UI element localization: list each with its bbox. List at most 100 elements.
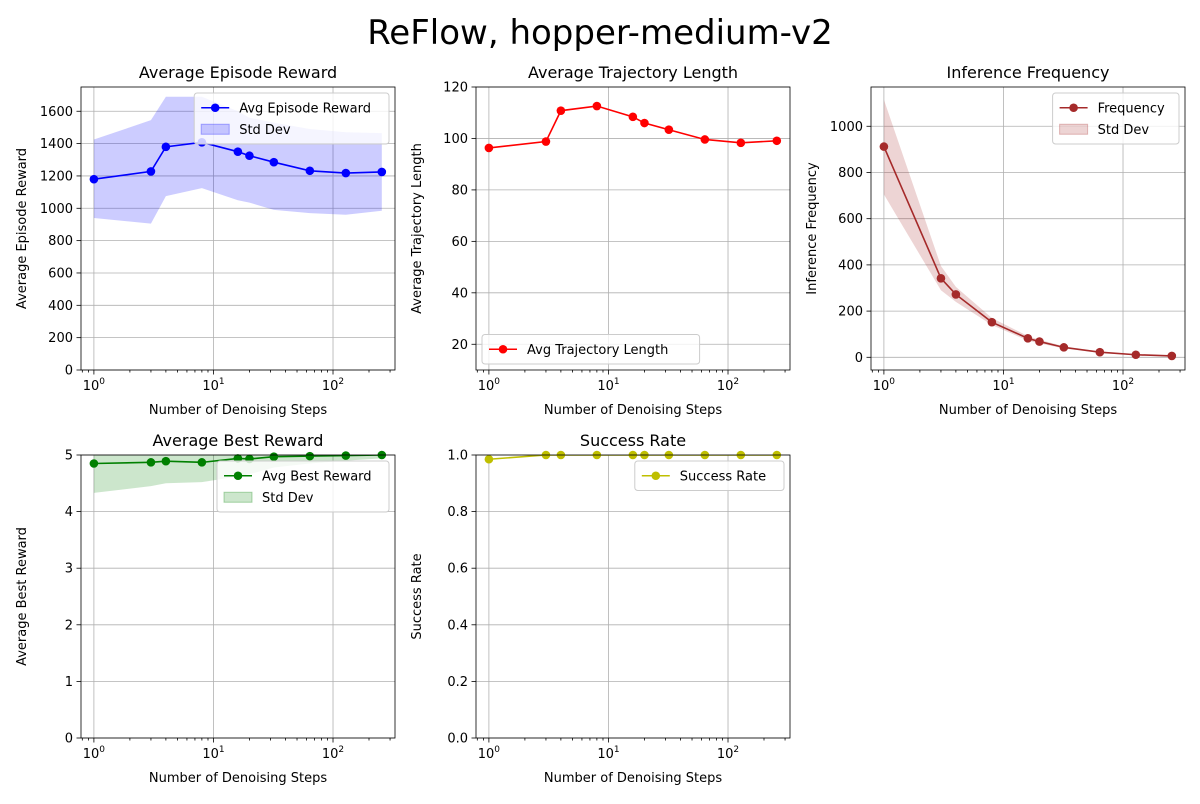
x-tick-label: 101 <box>202 745 224 762</box>
y-tick-label: 120 <box>443 81 468 96</box>
x-tick-label: 102 <box>1112 377 1134 394</box>
data-point <box>89 459 99 468</box>
y-axis-label: Average Trajectory Length <box>410 143 425 314</box>
data-point <box>484 454 494 464</box>
y-tick-label: 0.4 <box>447 618 468 633</box>
y-tick-label: 1.0 <box>447 449 468 464</box>
data-point <box>556 106 566 115</box>
y-tick-label: 0 <box>65 364 73 379</box>
subplot-success: 100 101 102 0.0 0.2 0.4 0.6 0.8 1.0 Success Rate N… <box>410 431 791 786</box>
y-tick-label: 800 <box>48 234 73 249</box>
y-tick-label: 600 <box>48 266 73 281</box>
y-tick-label: 1000 <box>40 202 73 217</box>
subplot-title: Average Best Reward <box>153 431 324 450</box>
data-point <box>1131 350 1141 360</box>
data-point <box>541 137 551 146</box>
legend: Success Rate <box>634 460 785 491</box>
plot-area-reward <box>93 96 382 224</box>
legend: Avg Best Reward Std Dev <box>216 460 390 513</box>
data-point <box>484 143 494 153</box>
y-tick-label: 400 <box>48 299 73 314</box>
subplots: 100 101 10202004006008001000120014001600Av… <box>15 63 1186 786</box>
data-point <box>951 290 961 299</box>
y-tick-label: 60 <box>451 235 468 250</box>
x-axis-label: Number of Denoising Steps <box>149 771 327 786</box>
y-tick-label: 0.0 <box>447 732 468 747</box>
data-point <box>628 112 638 122</box>
y-tick-label: 600 <box>838 212 863 227</box>
data-point <box>305 166 315 176</box>
subplot-best: 100 101 102 0 1 2 3 4 5 Average Best Reward Number… <box>15 431 396 786</box>
y-tick-label: 0 <box>65 732 73 747</box>
legend-marker <box>233 471 243 481</box>
data-point <box>161 142 171 152</box>
legend-label: Avg Episode Reward <box>239 101 371 116</box>
x-tick-label: 101 <box>202 377 224 394</box>
data-point <box>879 142 889 151</box>
x-tick-label: 100 <box>83 377 106 394</box>
data-point <box>197 458 207 467</box>
legend: Avg Trajectory Length <box>481 334 701 365</box>
x-axis-label: Number of Denoising Steps <box>544 403 722 418</box>
subplot-title: Inference Frequency <box>947 63 1110 82</box>
y-tick-label: 0 <box>855 351 863 366</box>
subplot-frequency: 100 101 102 0 200 400 600 800 1000 Inference Freq… <box>805 63 1186 418</box>
legend: Frequency Std Dev <box>1052 92 1180 145</box>
y-tick-label: 5 <box>65 449 73 464</box>
legend-box <box>193 92 390 145</box>
legend-marker <box>210 103 220 113</box>
data-point <box>245 151 254 161</box>
y-tick-label: 1200 <box>40 169 73 184</box>
data-point <box>700 135 710 144</box>
legend: Avg Episode Reward Std Dev <box>193 92 390 145</box>
legend-band-swatch <box>1059 123 1089 135</box>
legend-label: Avg Trajectory Length <box>527 343 668 358</box>
series-line <box>93 141 382 180</box>
y-tick-label: 3 <box>65 562 73 577</box>
x-tick-label: 100 <box>873 377 896 394</box>
x-tick-label: 100 <box>478 377 501 394</box>
data-point <box>146 458 156 467</box>
axes-frame <box>80 454 396 739</box>
data-point <box>664 125 674 135</box>
data-point <box>1059 343 1069 352</box>
series-line <box>488 105 777 149</box>
figure-suptitle: ReFlow, hopper-medium-v2 <box>367 13 833 53</box>
data-point <box>640 118 649 128</box>
plot-area-length <box>488 105 777 149</box>
data-point <box>341 451 351 460</box>
y-tick-label: 100 <box>443 132 468 147</box>
y-tick-label: 1400 <box>40 137 73 152</box>
legend-marker <box>651 471 661 481</box>
data-point <box>987 317 997 327</box>
y-axis-label: Average Episode Reward <box>15 148 30 309</box>
x-tick-label: 100 <box>478 745 501 762</box>
legend-box <box>481 334 701 365</box>
y-axis-label: Inference Frequency <box>805 162 820 295</box>
legend-label: Std Dev <box>1098 123 1150 138</box>
data-point <box>1167 351 1177 361</box>
data-point <box>341 168 351 178</box>
axes-frame <box>870 86 1186 371</box>
y-tick-label: 1600 <box>40 105 73 120</box>
y-tick-label: 0.6 <box>447 562 468 577</box>
data-point <box>772 136 782 146</box>
y-tick-label: 800 <box>838 166 863 181</box>
y-tick-label: 0.8 <box>447 505 468 520</box>
legend-label: Frequency <box>1098 101 1165 116</box>
x-axis-label: Number of Denoising Steps <box>149 403 327 418</box>
y-tick-label: 1 <box>65 675 73 690</box>
series-line <box>883 146 1172 357</box>
legend-label: Success Rate <box>680 469 766 484</box>
y-tick-label: 200 <box>838 305 863 320</box>
legend-box <box>216 460 390 513</box>
data-point <box>269 452 279 461</box>
y-tick-label: 400 <box>838 258 863 273</box>
data-point <box>161 456 171 466</box>
x-tick-label: 100 <box>83 745 106 762</box>
data-point <box>146 167 156 176</box>
y-tick-label: 0.2 <box>447 675 468 690</box>
legend-marker <box>498 344 508 354</box>
y-tick-label: 2 <box>65 618 73 633</box>
